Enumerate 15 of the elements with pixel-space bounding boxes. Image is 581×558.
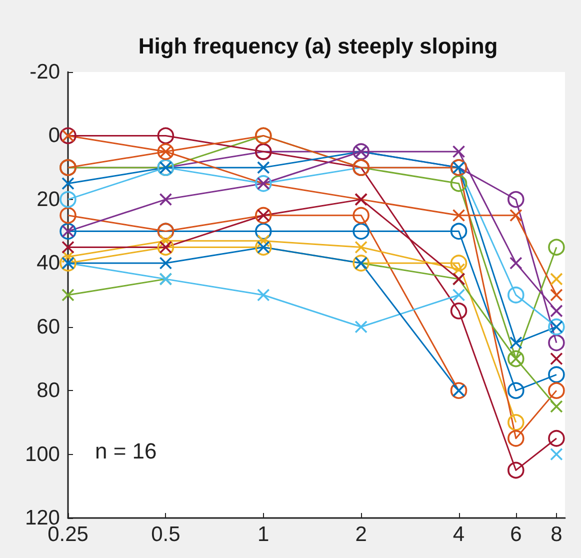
y-tick-label: 0 bbox=[48, 124, 60, 148]
x-tick-label: 8 bbox=[550, 523, 562, 546]
y-tick-label: 100 bbox=[24, 442, 60, 466]
x-tick-label: 4 bbox=[452, 523, 465, 546]
y-tick-label: 80 bbox=[36, 379, 60, 402]
y-tick-label: 20 bbox=[36, 188, 60, 211]
y-tick-label: -20 bbox=[30, 60, 60, 84]
x-tick-label: 2 bbox=[355, 523, 367, 546]
chart-title: High frequency (a) steeply sloping bbox=[138, 34, 498, 58]
x-tick-label: 1 bbox=[258, 523, 270, 546]
y-tick-label: 60 bbox=[36, 315, 60, 338]
x-tick-label: 0.5 bbox=[151, 523, 180, 546]
annotation: n = 16 bbox=[95, 438, 157, 464]
y-tick-label: 40 bbox=[36, 252, 60, 275]
x-tick-label: 6 bbox=[510, 523, 522, 546]
